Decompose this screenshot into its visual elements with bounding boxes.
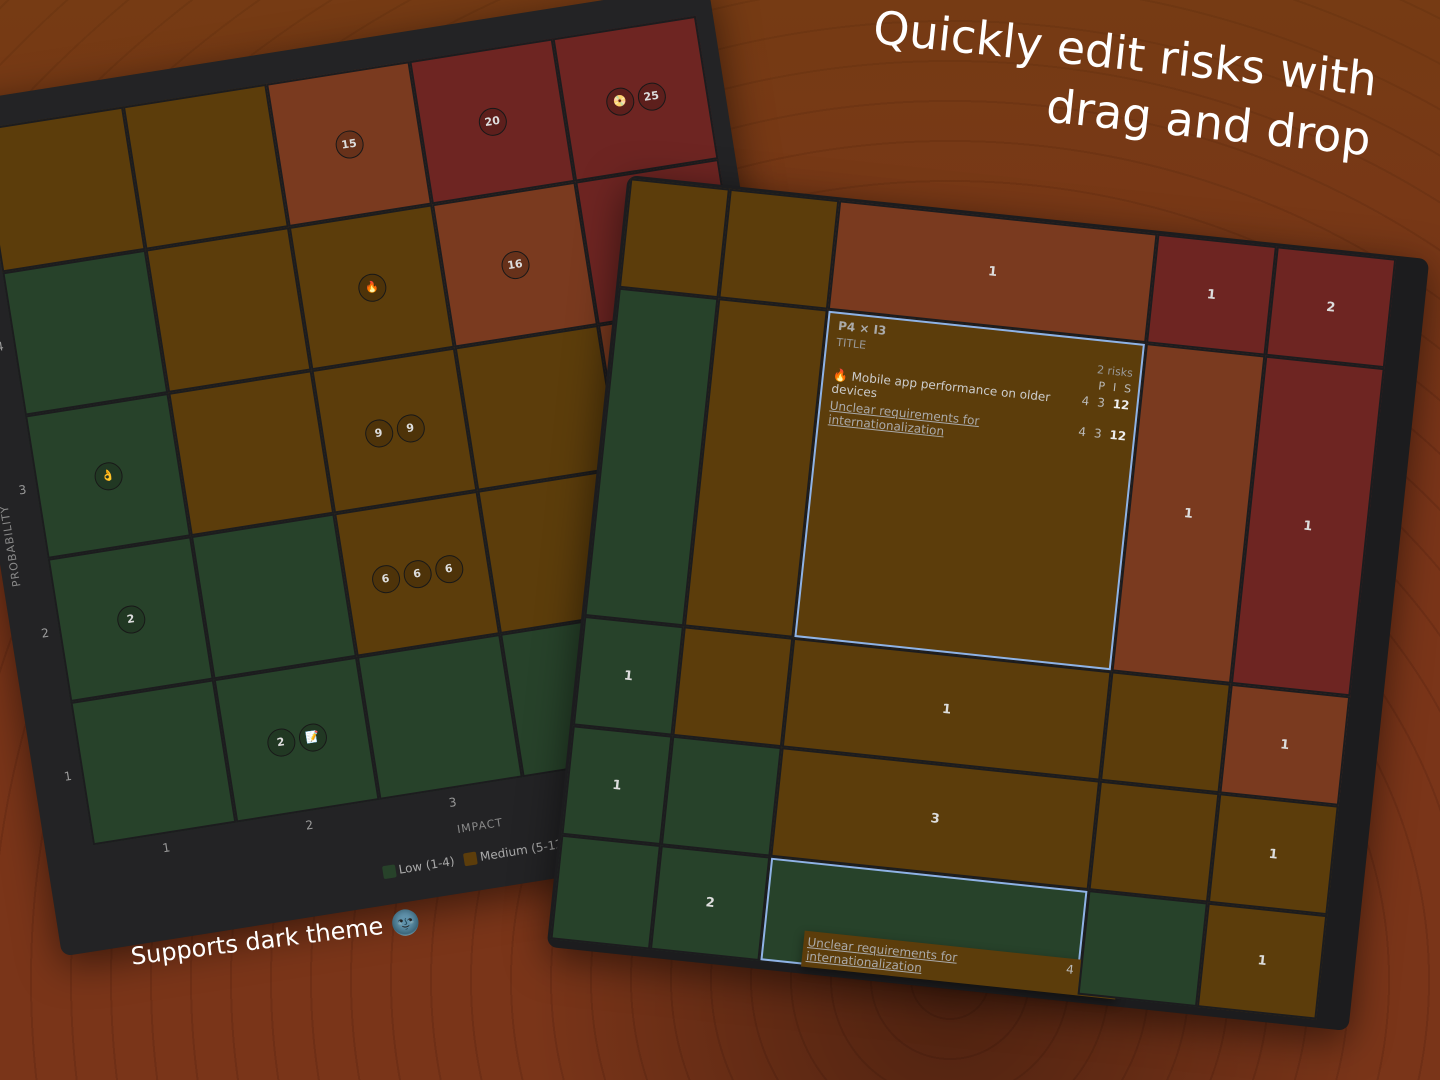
- editor-cell: [1088, 780, 1220, 903]
- matrix-cell: [122, 83, 289, 250]
- risk-badge: 15: [333, 128, 366, 161]
- matrix-cell: 2: [47, 536, 214, 703]
- matrix-cell: [145, 227, 312, 393]
- editor-cell: P4 × I3 TITLE 2 risks P I S 🔥 Mobile app perfo…: [793, 309, 1147, 672]
- x-tick-label: 3: [447, 794, 458, 811]
- matrix-cell: 15: [266, 61, 433, 228]
- probability: 4: [1065, 962, 1075, 977]
- risk-count: 1: [623, 667, 634, 684]
- risk-badge: 6: [369, 562, 402, 595]
- editor-cell: [672, 626, 794, 748]
- matrix-cell: 👌: [25, 392, 191, 559]
- editor-cell: [1100, 671, 1231, 794]
- risk-count: 3: [929, 810, 941, 827]
- legend-item: Medium (5-12): [463, 836, 569, 866]
- column-title: TITLE: [835, 335, 867, 352]
- probability: 4: [1080, 393, 1091, 409]
- editor-cell: 1: [561, 725, 673, 846]
- legend-item: Low (1-4): [381, 854, 456, 879]
- y-axis-label: PROBABILITY: [0, 504, 24, 588]
- risk-badge: 👌: [91, 459, 125, 492]
- editor-panel: 1 1 2 P4 × I3 TITLE 2 risks P I S 🔥 Mobile app pe…: [546, 175, 1430, 1031]
- x-tick-label: 2: [304, 817, 315, 833]
- editor-matrix: 1 1 2 P4 × I3 TITLE 2 risks P I S 🔥 Mobile app pe…: [550, 178, 1426, 1022]
- risk-badge: 📝: [296, 721, 329, 754]
- matrix-cell: [70, 679, 237, 846]
- risk-count: 1: [1279, 736, 1291, 753]
- editor-cell: 1: [1219, 683, 1351, 806]
- editor-cell: 2: [649, 845, 771, 962]
- y-tick-label: 3: [17, 482, 28, 498]
- matrix-cell: [0, 106, 146, 273]
- editor-cell: 2: [1265, 246, 1397, 369]
- legend-label: Low (1-4): [397, 854, 456, 877]
- risk-badge: 16: [498, 248, 531, 281]
- editor-cell: 1: [572, 615, 684, 736]
- editor-cell: [660, 735, 782, 857]
- risk-count: 2: [1325, 299, 1337, 316]
- risk-badge: 6: [432, 552, 465, 585]
- column-header: P: [1097, 379, 1106, 394]
- risk-badge: 9: [394, 412, 427, 445]
- matrix-cell: [2, 249, 169, 416]
- risk-badge: 2: [114, 603, 147, 636]
- risk-count: 1: [611, 777, 623, 794]
- y-tick-label: 1: [62, 768, 73, 784]
- column-header: S: [1123, 382, 1132, 396]
- editor-cell: 1: [1146, 233, 1277, 356]
- matrix-cell: [168, 370, 335, 537]
- y-tick-label: 4: [0, 339, 5, 355]
- risk-count: 1: [987, 263, 998, 280]
- score: 12: [1108, 427, 1127, 444]
- editor-cell: 1: [1196, 902, 1328, 1020]
- matrix-cell: 20: [409, 38, 576, 205]
- matrix-cell: 🔥: [288, 204, 455, 371]
- score: 12: [1112, 396, 1131, 413]
- matrix-cell: 📀 25: [552, 15, 719, 182]
- editor-cell: [550, 834, 661, 950]
- cell-popup: P4 × I3 TITLE 2 risks P I S 🔥 Mobile app perfo…: [828, 319, 1136, 458]
- matrix-cell: 16: [432, 181, 598, 348]
- risk-count: 1: [1268, 846, 1279, 863]
- risk-badge: 9: [362, 417, 395, 450]
- matrix-cell: [190, 513, 357, 680]
- risk-badge: 25: [635, 80, 668, 113]
- risk-badge: 🔥: [355, 271, 388, 304]
- legend-swatch: [381, 863, 397, 879]
- risk-badge: 20: [476, 105, 509, 138]
- column-header: I: [1112, 380, 1117, 395]
- risk-count: 1: [1183, 505, 1194, 522]
- risk-count: 1: [1302, 518, 1314, 534]
- matrix-cell: [454, 324, 621, 491]
- editor-cell: 1: [1207, 793, 1339, 916]
- risk-badge: 2: [264, 726, 297, 759]
- risk-count: 2 risks: [1096, 363, 1134, 380]
- risk-count: 1: [1206, 286, 1217, 303]
- impact: 3: [1093, 426, 1103, 441]
- matrix-cell: 2 📝: [213, 656, 380, 823]
- risk-count: 1: [941, 701, 952, 718]
- legend-swatch: [463, 850, 479, 866]
- impact: 3: [1096, 395, 1106, 411]
- y-tick-label: 2: [40, 625, 51, 641]
- editor-cell: [1077, 890, 1208, 1008]
- x-tick-label: 1: [161, 840, 172, 856]
- risk-count: 1: [1256, 953, 1268, 970]
- risk-badge: 6: [401, 557, 434, 590]
- x-axis-label: IMPACT: [456, 815, 505, 837]
- editor-cell: [618, 178, 730, 299]
- probability: 4: [1077, 424, 1087, 440]
- editor-cell: [718, 188, 840, 310]
- risk-count: 2: [704, 895, 716, 912]
- matrix-cell: [356, 634, 523, 800]
- risk-badge: 📀: [603, 85, 636, 118]
